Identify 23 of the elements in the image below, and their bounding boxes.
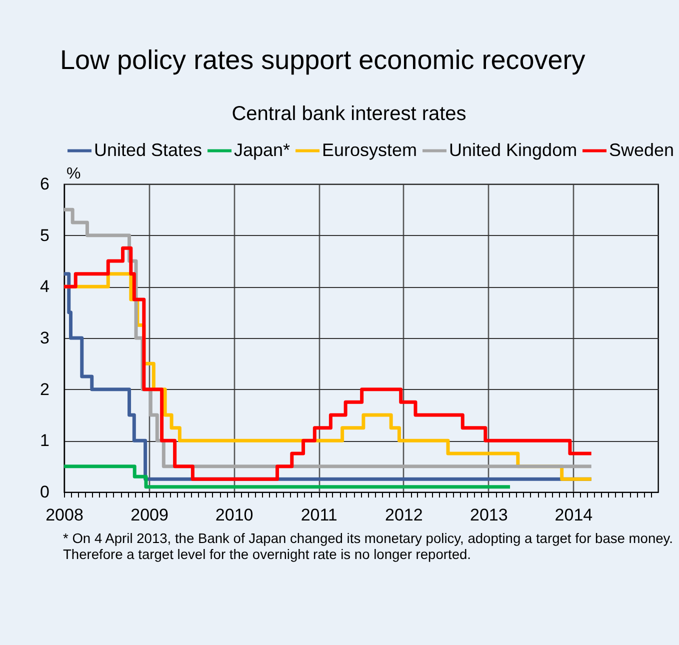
legend-label: Eurosystem: [322, 140, 418, 160]
chart-subtitle: Central bank interest rates: [232, 103, 466, 125]
legend-label: Japan*: [234, 140, 290, 160]
y-tick-label: 2: [40, 380, 50, 399]
y-tick-label: 4: [40, 277, 50, 296]
y-tick-label: 1: [40, 431, 50, 450]
x-tick-label: 2009: [130, 506, 168, 524]
x-tick-label: 2014: [554, 506, 593, 524]
y-tick-label: 0: [40, 482, 50, 502]
legend-label: Sweden: [609, 140, 674, 160]
chart-title: Low policy rates support economic recovery: [60, 45, 586, 75]
x-tick-label: 2013: [470, 506, 508, 524]
legend-label: United States: [94, 140, 202, 160]
legend-label: United Kingdom: [449, 140, 578, 160]
y-tick-label: 5: [40, 226, 50, 245]
x-tick-label: 2011: [300, 506, 338, 524]
y-axis-title: %: [66, 166, 81, 182]
text: * On 4 April 2013, the Bank of Japan changed its monetary policy, adopting a target for base money. Therefore a target level for the overnight rate is no longer reported.: [63, 531, 673, 562]
x-tick-label: 2008: [46, 506, 84, 524]
y-tick-label: 3: [40, 328, 50, 348]
x-tick-label: 2010: [215, 506, 254, 524]
x-tick-label: 2012: [384, 506, 423, 524]
y-tick-label: 6: [40, 174, 50, 194]
